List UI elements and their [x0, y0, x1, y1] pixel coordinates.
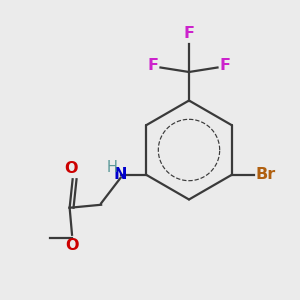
Text: Br: Br	[256, 167, 276, 182]
Text: O: O	[64, 161, 78, 176]
Text: H: H	[106, 160, 117, 175]
Text: F: F	[147, 58, 158, 74]
Text: F: F	[220, 58, 231, 74]
Text: F: F	[184, 26, 194, 41]
Text: O: O	[65, 238, 79, 253]
Text: N: N	[114, 167, 128, 182]
